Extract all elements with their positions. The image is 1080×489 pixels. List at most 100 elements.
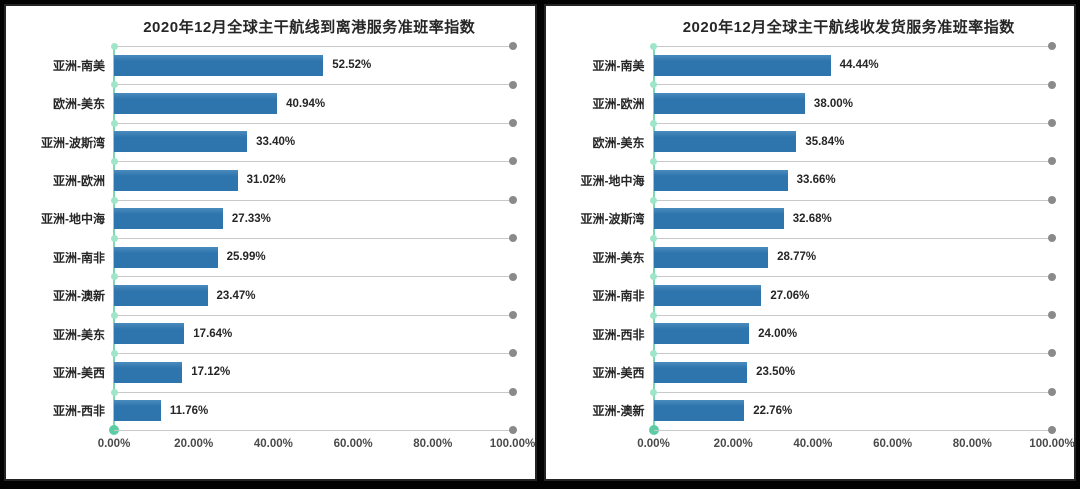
- gridline: [650, 234, 1056, 243]
- bar-value-label: 25.99%: [226, 251, 266, 264]
- category-label: 亚洲-南非: [53, 250, 105, 265]
- bar-row: 33.40%: [114, 123, 513, 161]
- gridline: [650, 272, 1056, 281]
- gridline-end-dot: [508, 234, 517, 243]
- axis-junction-dot: [110, 311, 118, 319]
- gridline: [110, 195, 517, 204]
- category-label: 亚洲-美西: [53, 365, 105, 380]
- gridline: [110, 349, 517, 358]
- gridline-end-dot: [508, 311, 517, 320]
- chart-panel-departure-arrival: 2020年12月全球主干航线到离港服务准班率指数 亚洲-南美 欧洲-美东 亚洲-波斯…: [4, 4, 537, 481]
- bar: [653, 400, 745, 422]
- bar: [653, 361, 748, 383]
- bar-row: 24.00%: [653, 315, 1053, 353]
- x-tick-label: 40.00%: [253, 438, 293, 450]
- axis-junction-dot: [650, 196, 657, 204]
- bar: [653, 285, 762, 307]
- bar-row: 40.94%: [114, 84, 513, 122]
- gridline-end-dot: [1048, 234, 1056, 243]
- x-tick-label: 100.00%: [489, 438, 536, 450]
- bar-value-label: 35.84%: [805, 135, 845, 148]
- bar-value-label: 24.00%: [758, 327, 798, 340]
- category-label: 亚洲-南美: [592, 58, 645, 73]
- bar-row: 17.64%: [114, 315, 513, 353]
- gridline-end-dot: [1048, 426, 1056, 435]
- bar: [114, 285, 208, 307]
- axis-junction-dot: [650, 350, 657, 358]
- category-label: 亚洲-地中海: [580, 173, 645, 188]
- bar: [114, 208, 223, 230]
- gridline: [650, 42, 1056, 51]
- chart-title: 2020年12月全球主干航线收发货服务准班率指数: [682, 19, 1015, 36]
- category-label: 欧洲-美东: [53, 97, 105, 112]
- bar-row: 22.76%: [653, 392, 1053, 430]
- axis-junction-dot: [650, 158, 657, 166]
- x-axis: 0.00% 20.00% 40.00% 60.00% 80.00% 100.00%: [98, 436, 535, 458]
- x-tick-label: 20.00%: [713, 438, 753, 450]
- bar: [114, 246, 218, 268]
- axis-junction-dot: [650, 273, 657, 281]
- bar-value-label: 22.76%: [753, 404, 793, 417]
- gridline-end-dot: [508, 80, 517, 89]
- gridline: [650, 157, 1056, 166]
- bar: [653, 246, 769, 268]
- bar-row: 31.02%: [114, 161, 513, 199]
- category-label: 亚洲-美西: [592, 365, 645, 380]
- bar: [653, 169, 788, 191]
- x-tick-label: 100.00%: [1029, 438, 1075, 450]
- gridline-end-dot: [1048, 387, 1056, 396]
- axis-junction-dot: [110, 119, 118, 127]
- bar-row: 27.33%: [114, 200, 513, 238]
- axis-junction-dot: [650, 388, 657, 396]
- bar-row: 23.50%: [653, 353, 1053, 391]
- gridline: [110, 119, 517, 128]
- axis-junction-dot: [110, 43, 118, 50]
- plot-area: 52.52% 40.94% 33.40% 31.02% 27.33% 25.99% 23.4…: [109, 42, 517, 435]
- category-label: 亚洲-波斯湾: [580, 212, 645, 227]
- gridline-end-dot: [1048, 311, 1056, 320]
- bar: [653, 208, 784, 230]
- bar-row: 52.52%: [114, 46, 513, 84]
- gridline: [110, 157, 517, 166]
- category-axis: 亚洲-南美 欧洲-美东 亚洲-波斯湾 亚洲-欧洲 亚洲-地中海 亚洲-南非 亚洲-澳新 亚洲-…: [16, 46, 114, 430]
- category-label: 亚洲-美东: [592, 250, 645, 265]
- bar-value-label: 28.77%: [777, 251, 817, 264]
- x-axis: 0.00% 20.00% 40.00% 60.00% 80.00% 100.00%: [637, 436, 1074, 458]
- bar-value-label: 17.64%: [193, 327, 233, 340]
- gridline: [650, 387, 1056, 396]
- axis-junction-dot: [110, 81, 118, 89]
- category-label: 亚洲-澳新: [592, 404, 645, 419]
- bar-row: 28.77%: [653, 238, 1053, 276]
- bar: [114, 93, 278, 115]
- gridline: [114, 426, 517, 435]
- category-label: 亚洲-美东: [53, 327, 105, 342]
- bar: [653, 131, 797, 153]
- bar-row: 17.12%: [114, 353, 513, 391]
- category-label: 亚洲-地中海: [41, 212, 105, 227]
- bar-value-label: 40.94%: [286, 97, 326, 110]
- category-label: 亚洲-西非: [53, 404, 105, 419]
- bar-value-label: 17.12%: [191, 366, 231, 379]
- gridline-end-dot: [508, 426, 517, 435]
- gridline-end-dot: [508, 42, 517, 51]
- bar: [114, 131, 248, 153]
- x-tick-label: 60.00%: [333, 438, 373, 450]
- plot-area: 44.44% 38.00% 35.84% 33.66% 32.68% 28.77% 27.0…: [648, 42, 1056, 435]
- bar: [653, 54, 831, 76]
- gridline-end-dot: [508, 349, 517, 358]
- category-label: 亚洲-南非: [592, 289, 645, 304]
- gridline-end-dot: [1048, 42, 1056, 51]
- bar-value-label: 27.33%: [231, 212, 271, 225]
- x-tick-label: 20.00%: [174, 438, 214, 450]
- bar-value-label: 31.02%: [246, 174, 286, 187]
- gridline-end-dot: [1048, 272, 1056, 281]
- gridline: [650, 311, 1056, 320]
- axis-junction-dot: [110, 158, 118, 166]
- bar-value-label: 23.50%: [756, 366, 796, 379]
- gridline-end-dot: [1048, 80, 1056, 89]
- gridline-end-dot: [508, 387, 517, 396]
- category-label: 亚洲-欧洲: [592, 97, 645, 112]
- bar-row: 35.84%: [653, 123, 1053, 161]
- x-tick-label: 80.00%: [413, 438, 453, 450]
